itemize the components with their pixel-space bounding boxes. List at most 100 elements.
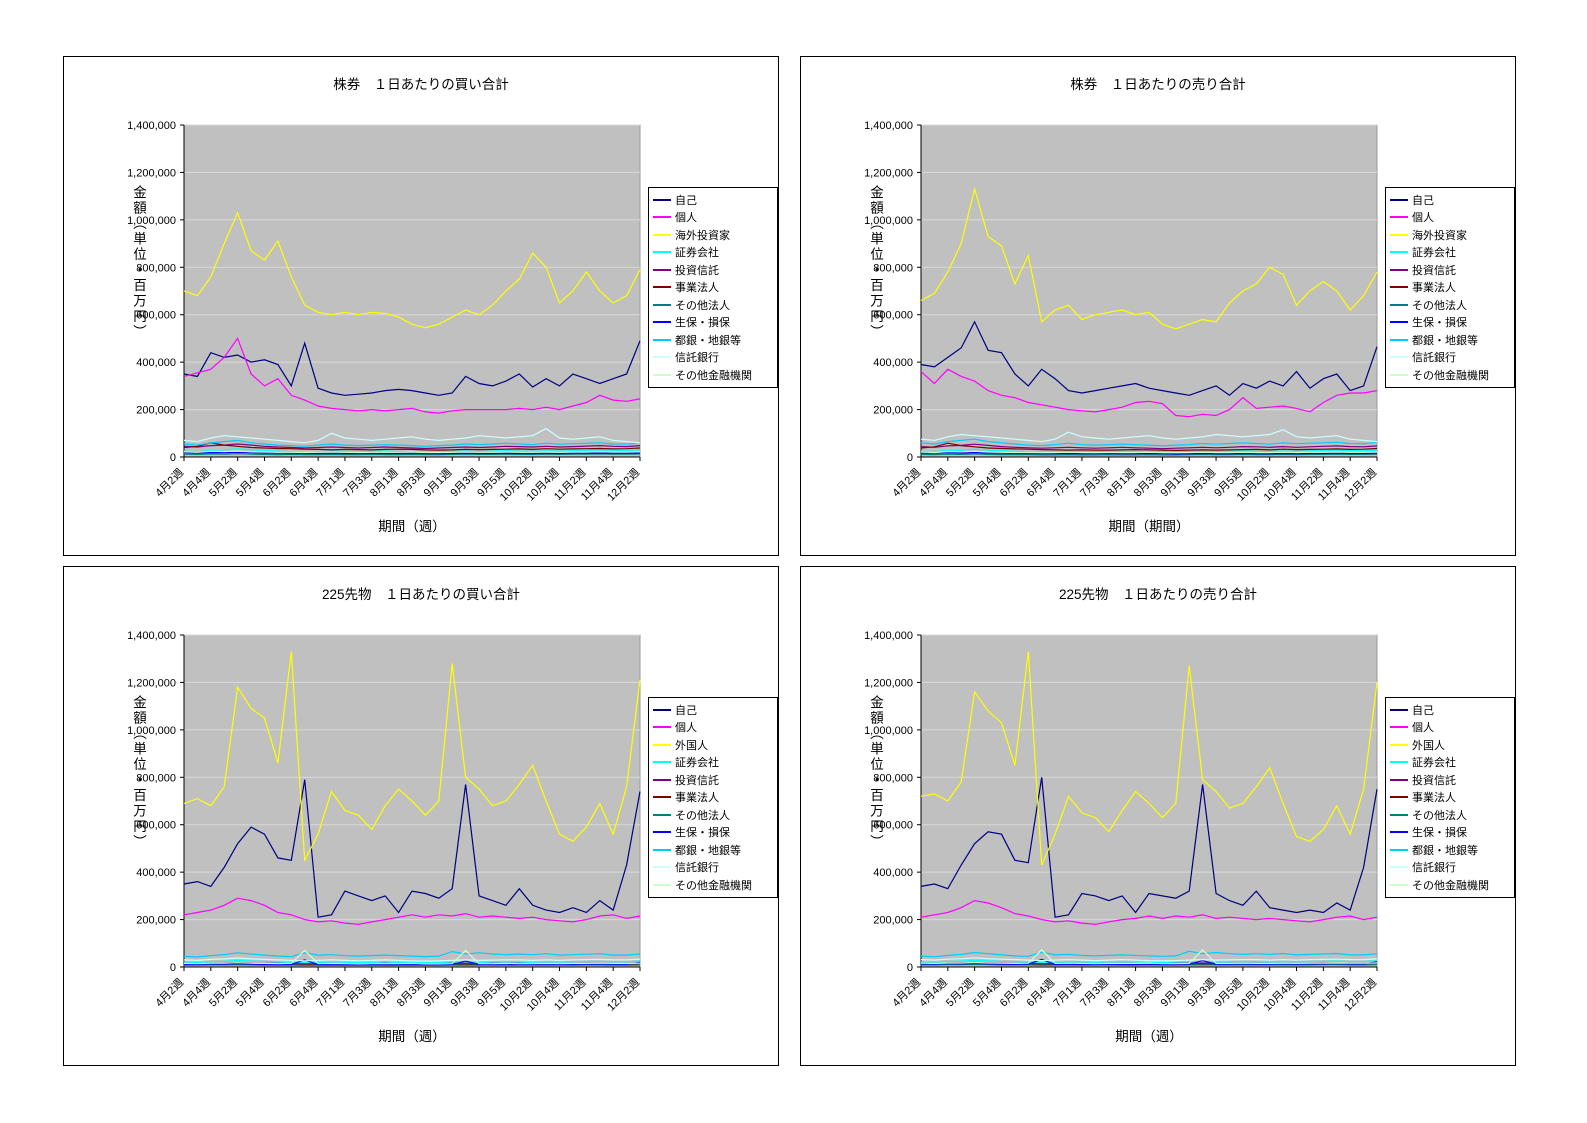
legend-item: その他法人 <box>651 806 775 824</box>
y-tick-label: 1,400,000 <box>127 120 176 132</box>
legend-label: 投資信託 <box>1412 774 1456 787</box>
x-tick-label: 9月3週 <box>1185 466 1218 499</box>
series-line-1 <box>920 899 1378 925</box>
legend-line-swatch <box>653 216 671 219</box>
legend-item: 外国人 <box>651 736 775 754</box>
x-tick-label: 5月4週 <box>233 976 266 1009</box>
series-line-2 <box>920 651 1378 866</box>
x-tick-label: 8月1週 <box>1104 976 1137 1009</box>
legend-line-swatch <box>1390 883 1408 886</box>
legend-line-swatch <box>1390 338 1408 341</box>
legend-label: 信託銀行 <box>1412 352 1456 365</box>
legend-label: 個人 <box>1412 212 1434 225</box>
legend-line-swatch <box>653 321 671 324</box>
legend-label: 外国人 <box>1412 739 1445 752</box>
x-tick-label: 5月2週 <box>206 976 239 1009</box>
legend-line-swatch <box>1390 373 1408 376</box>
x-tick-label: 8月1週 <box>367 466 400 499</box>
x-tick-label: 5月2週 <box>206 466 239 499</box>
legend-line-swatch <box>1390 778 1408 781</box>
legend-item: 投資信託 <box>651 261 775 279</box>
legend-label: その他金融機関 <box>675 879 752 892</box>
legend-label: その他法人 <box>1412 809 1467 822</box>
legend-label: 信託銀行 <box>1412 862 1456 875</box>
legend-label: 都銀・地銀等 <box>1412 334 1478 347</box>
x-tick-label: 4月4週 <box>917 976 950 1009</box>
legend-line-swatch <box>1390 286 1408 289</box>
series-line-9 <box>183 957 641 962</box>
y-tick-label: 1,400,000 <box>864 120 913 132</box>
legend-item: 生保・損保 <box>1388 824 1512 842</box>
series-line-0 <box>183 779 641 918</box>
legend-label: 投資信託 <box>675 264 719 277</box>
series-line-0 <box>920 777 1378 918</box>
series-line-6 <box>920 453 1378 456</box>
chart-panel-stock-buy: 0 200,000 400,000 600,000 800,000 1,000,000 1,… <box>63 56 779 556</box>
legend-line-swatch <box>1390 268 1408 271</box>
legend-label: 生保・損保 <box>675 317 730 330</box>
legend-line-swatch <box>1390 848 1408 851</box>
chart-plot-stock-buy: 0 200,000 400,000 600,000 800,000 1,000,000 1,… <box>127 120 642 504</box>
legend-line-swatch <box>653 233 671 236</box>
series-line-7 <box>183 451 641 455</box>
legend-line-swatch <box>653 743 671 746</box>
legend-line-swatch <box>653 251 671 254</box>
x-tick-label: 4月4週 <box>180 976 213 1009</box>
x-tick-label: 8月3週 <box>394 466 427 499</box>
legend-line-swatch <box>653 708 671 711</box>
x-tick-label: 6月2週 <box>260 466 293 499</box>
legend-item: 都銀・地銀等 <box>651 331 775 349</box>
legend-label: 事業法人 <box>1412 282 1456 295</box>
x-tick-label: 9月3週 <box>1185 976 1218 1009</box>
legend-item: 都銀・地銀等 <box>1388 841 1512 859</box>
legend-label: 生保・損保 <box>1412 317 1467 330</box>
legend-item: 海外投資家 <box>1388 226 1512 244</box>
legend-line-swatch <box>1390 233 1408 236</box>
legend-label: その他金融機関 <box>675 369 752 382</box>
legend-item: 投資信託 <box>1388 261 1512 279</box>
legend-item: 事業法人 <box>1388 789 1512 807</box>
y-tick-label: 1,200,000 <box>864 677 913 689</box>
chart-plot-stock-sell: 0 200,000 400,000 600,000 800,000 1,000,000 1,… <box>864 120 1379 504</box>
plot-area <box>920 634 1378 968</box>
y-tick-label: 1,400,000 <box>127 630 176 642</box>
legend-line-swatch <box>1390 831 1408 834</box>
x-tick-label: 8月1週 <box>1104 466 1137 499</box>
x-tick-label: 9月1週 <box>1158 466 1191 499</box>
x-tick-label: 7月3週 <box>340 976 373 1009</box>
y-tick-label: 200,000 <box>136 915 176 927</box>
legend-line-swatch <box>653 796 671 799</box>
x-tick-label: 5月2週 <box>943 976 976 1009</box>
legend-item: 個人 <box>651 719 775 737</box>
legend-line-swatch <box>1390 356 1408 359</box>
legend-item: その他金融機関 <box>1388 366 1512 384</box>
legend-item: その他金融機関 <box>651 366 775 384</box>
legend-line-swatch <box>1390 251 1408 254</box>
legend-item: 生保・損保 <box>651 314 775 332</box>
legend-line-swatch <box>653 373 671 376</box>
legend-line-swatch <box>653 356 671 359</box>
legend-line-swatch <box>653 338 671 341</box>
x-tick-label: 9月1週 <box>421 976 454 1009</box>
y-tick-label: 600,000 <box>136 820 176 832</box>
legend-line-swatch <box>1390 303 1408 306</box>
legend-item: 証券会社 <box>1388 244 1512 262</box>
series-line-6 <box>921 963 1378 966</box>
legend-label: その他法人 <box>675 809 730 822</box>
legend-item: その他法人 <box>1388 296 1512 314</box>
legend-label: 自己 <box>675 194 697 207</box>
legend-line-swatch <box>653 848 671 851</box>
legend-item: 事業法人 <box>1388 279 1512 297</box>
legend-item: 信託銀行 <box>651 349 775 367</box>
legend-item: 自己 <box>651 701 775 719</box>
y-tick-label: 1,400,000 <box>864 630 913 642</box>
series-line-0 <box>183 340 641 396</box>
legend-item: 個人 <box>651 209 775 227</box>
y-axis-title: 金額（単位・百万円） <box>868 695 883 850</box>
legend-item: その他法人 <box>651 296 775 314</box>
y-tick-label: 400,000 <box>136 357 176 369</box>
legend-label: 都銀・地銀等 <box>675 334 741 347</box>
legend-label: 個人 <box>675 212 697 225</box>
series-line-1 <box>183 897 641 925</box>
series-line-9 <box>920 957 1378 962</box>
